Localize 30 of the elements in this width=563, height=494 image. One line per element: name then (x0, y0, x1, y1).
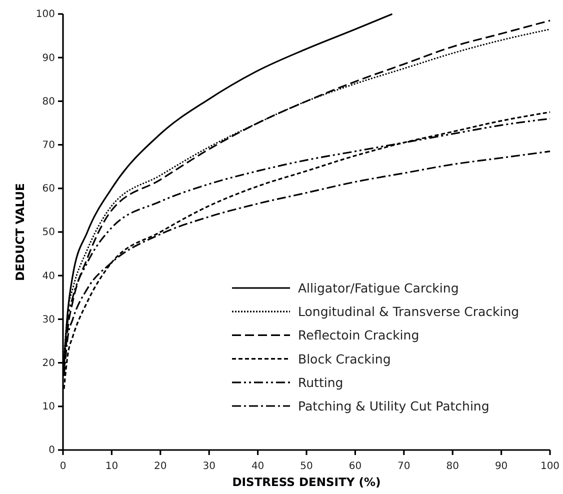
x-tick-label: 80 (446, 461, 459, 472)
legend-label: Patching & Utility Cut Patching (298, 398, 490, 414)
x-tick-label: 30 (202, 461, 216, 472)
legend-label: Reflectoin Cracking (298, 328, 420, 343)
x-tick-label: 90 (494, 461, 508, 472)
x-tick-label: 10 (105, 461, 118, 472)
legend-label: Alligator/Fatigue Carcking (298, 280, 459, 296)
y-tick-label: 100 (36, 9, 55, 20)
y-tick-label: 0 (48, 445, 55, 456)
y-tick-label: 20 (42, 358, 55, 369)
y-tick-label: 60 (42, 184, 55, 195)
x-tick-label: 100 (540, 461, 560, 472)
x-tick-label: 50 (300, 461, 313, 472)
x-axis-title: DISTRESS DENSITY (%) (232, 475, 381, 489)
x-tick-label: 60 (348, 461, 362, 472)
x-tick-label: 40 (251, 461, 264, 472)
y-tick-label: 70 (42, 140, 55, 151)
x-tick-label: 20 (154, 461, 167, 472)
y-tick-label: 80 (42, 96, 55, 108)
legend-label: Longitudinal & Transverse Cracking (298, 304, 520, 320)
legend-label: Block Cracking (298, 351, 391, 366)
legend-label: Rutting (298, 374, 344, 390)
y-axis-title: DEDUCT VALUE (13, 183, 27, 281)
x-tick-label: 70 (398, 461, 410, 472)
y-tick-label: 10 (42, 402, 55, 413)
y-tick-label: 90 (42, 52, 55, 64)
x-tick-label: 0 (60, 461, 66, 472)
y-tick-label: 30 (42, 314, 55, 326)
y-tick-label: 40 (42, 270, 55, 282)
y-tick-label: 50 (42, 227, 55, 238)
